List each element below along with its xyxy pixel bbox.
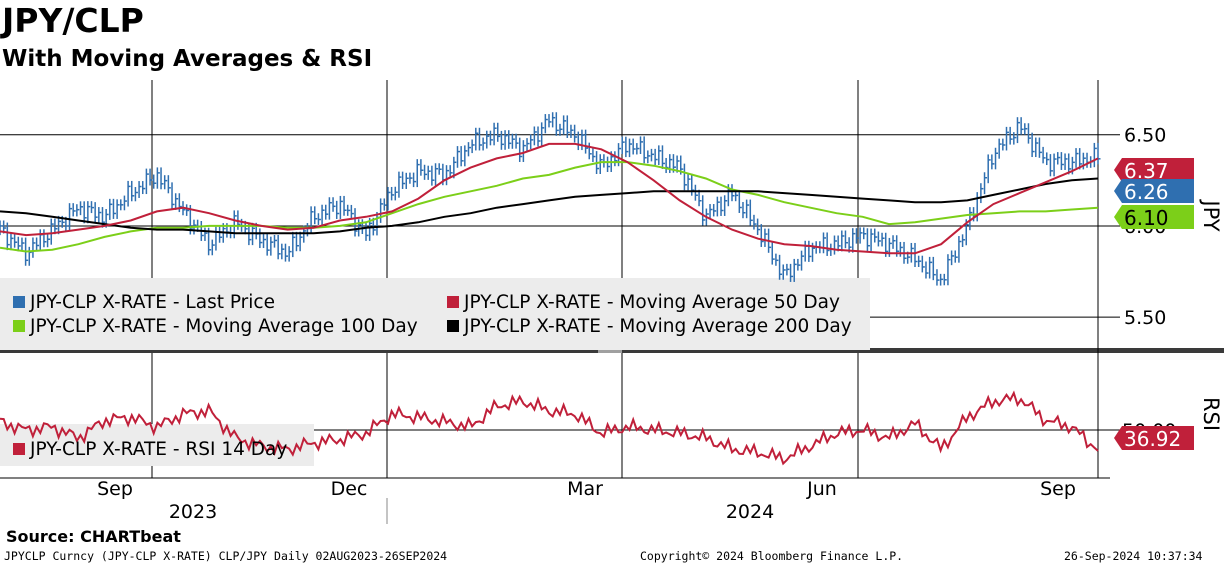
last-price-bars (0, 112, 1101, 286)
rsi-line (0, 390, 1099, 466)
x-year-label: 2024 (726, 501, 774, 523)
chart-title: JPY/CLP (2, 1, 144, 40)
x-year-label: 2023 (169, 501, 217, 523)
x-month-label: Mar (567, 478, 603, 500)
price-tick-label: 5.50 (1124, 307, 1166, 329)
ma100-line (0, 161, 1099, 253)
chart-subtitle: With Moving Averages & RSI (2, 46, 373, 72)
ma50-line (0, 142, 1099, 255)
legend-ma200-label: JPY-CLP X-RATE - Moving Average 200 Day (463, 316, 852, 337)
legend-ma100-label: JPY-CLP X-RATE - Moving Average 100 Day (29, 316, 418, 337)
ma200-line (0, 177, 1099, 235)
footer-copyright: Copyright© 2024 Bloomberg Finance L.P. (640, 549, 904, 563)
price-last-last-value: 6.26 (1124, 180, 1169, 204)
legend-rsi-label: JPY-CLP X-RATE - RSI 14 Day (29, 439, 287, 460)
x-month-label: Sep (1040, 478, 1076, 500)
footer-timestamp: 26-Sep-2024 10:37:34 (1064, 549, 1203, 563)
panel-resize-handle (598, 348, 622, 353)
legend-ma200-swatch (447, 320, 459, 332)
x-month-label: Dec (331, 478, 368, 500)
rsi-legend-box (0, 424, 314, 466)
rsi-last-value-flag (1114, 426, 1194, 450)
price-axis-title: JPY (1199, 198, 1223, 231)
price-legend-box (0, 278, 870, 350)
price-last-last-flag (1114, 179, 1194, 203)
footer-security: JPYCLP Curncy (JPY-CLP X-RATE) CLP/JPY D… (4, 549, 448, 563)
price-tick-label: 6.50 (1124, 125, 1166, 147)
legend-rsi-swatch (13, 443, 25, 455)
x-month-label: Jun (806, 478, 837, 500)
x-month-label: Sep (97, 478, 133, 500)
price-last-ma100-flag (1114, 205, 1194, 229)
legend-ma50-label: JPY-CLP X-RATE - Moving Average 50 Day (463, 292, 840, 313)
rsi-last-value-value: 36.92 (1124, 427, 1181, 451)
price-last-ma100-value: 6.10 (1124, 206, 1169, 230)
legend-last-price-label: JPY-CLP X-RATE - Last Price (29, 292, 275, 313)
rsi-axis-title: RSI (1199, 397, 1223, 431)
source-note: Source: CHARTbeat (6, 527, 181, 546)
legend-ma100-swatch (13, 320, 25, 332)
legend-ma50-swatch (447, 296, 459, 308)
legend-last-price-swatch (13, 296, 25, 308)
price-last-ma50-flag (1114, 158, 1194, 182)
